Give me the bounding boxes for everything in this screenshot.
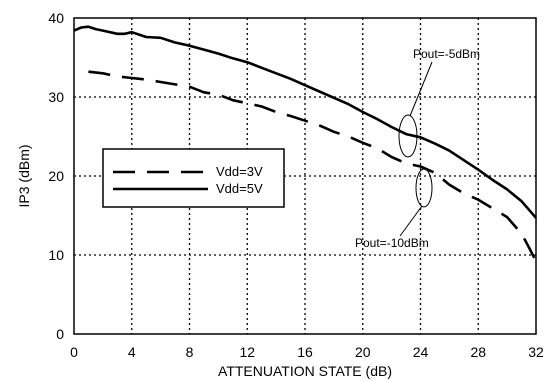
plot-frame — [73, 17, 537, 335]
x-tick-label: 12 — [239, 344, 255, 360]
tick-labels: 0 4 8 12 16 20 24 28 32 0 10 20 30 40 — [48, 10, 544, 360]
x-tick-label: 20 — [355, 344, 371, 360]
legend-box — [102, 148, 285, 208]
series-line-vdd-5v — [73, 25, 537, 219]
x-axis-label: ATTENUATION STATE (dB) — [218, 363, 392, 379]
y-tick-label: 30 — [48, 89, 64, 105]
annotation-ellipse-10dbm — [415, 168, 433, 208]
x-tick-label: 32 — [528, 344, 544, 360]
annotation-label-10dbm: Pout=-10dBm — [355, 236, 429, 250]
y-tick-label: 20 — [48, 168, 64, 184]
series-layer — [73, 25, 538, 262]
x-tick-label: 4 — [128, 344, 136, 360]
annotation-leader-10dbm — [399, 205, 423, 237]
annotations: Pout=-5dBm Pout=-10dBm — [355, 47, 480, 250]
legend: Vdd=3V Vdd=5V — [102, 148, 285, 208]
annotation-ellipse-5dbm — [398, 114, 418, 158]
x-tick-label: 24 — [413, 344, 429, 360]
annotation-label-5dbm: Pout=-5dBm — [413, 47, 480, 61]
series-line-vdd-3v — [88, 70, 538, 262]
y-tick-label: 40 — [48, 10, 64, 26]
legend-label-vdd-5v: Vdd=5V — [216, 181, 263, 196]
annotation-leader-5dbm — [409, 61, 433, 117]
y-axis-label: IP3 (dBm) — [16, 144, 32, 207]
x-tick-label: 8 — [186, 344, 194, 360]
x-tick-label: 16 — [297, 344, 313, 360]
x-tick-label: 28 — [470, 344, 486, 360]
y-tick-label: 0 — [56, 326, 64, 342]
legend-label-vdd-3v: Vdd=3V — [216, 164, 263, 179]
x-tick-label: 0 — [70, 344, 78, 360]
y-tick-label: 10 — [48, 247, 64, 263]
